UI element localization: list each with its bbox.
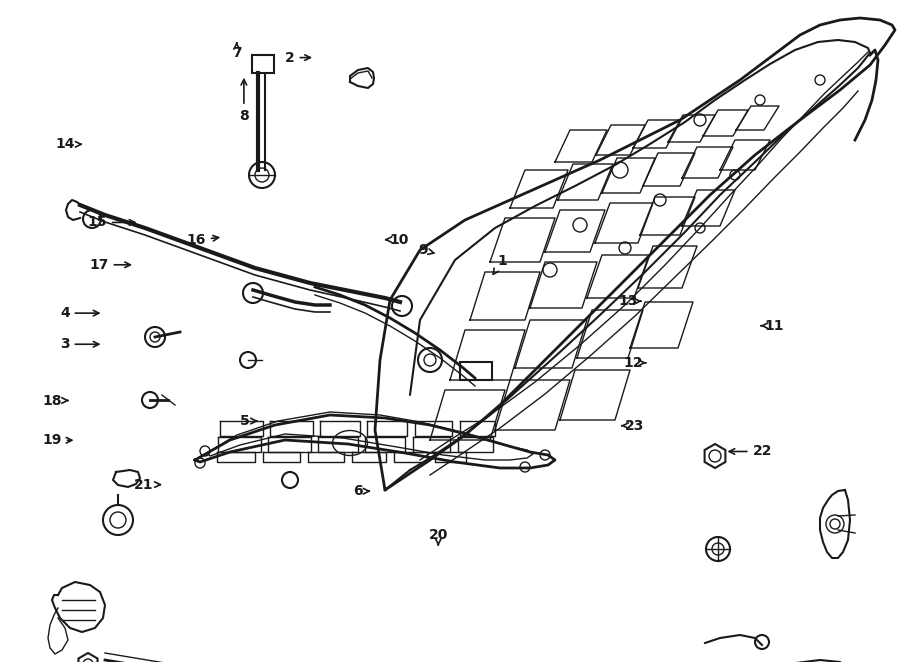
Text: 4: 4 [60, 306, 99, 320]
Text: 6: 6 [354, 484, 369, 498]
Text: 3: 3 [60, 337, 99, 352]
Text: 5: 5 [240, 414, 256, 428]
Text: 16: 16 [186, 233, 219, 248]
Text: 14: 14 [55, 137, 81, 152]
Bar [252, 55, 274, 73]
Text: 1: 1 [493, 254, 507, 274]
Text: 22: 22 [729, 444, 772, 459]
Text: 12: 12 [623, 355, 645, 370]
Text: 9: 9 [418, 243, 434, 258]
Text: 19: 19 [42, 433, 72, 448]
Text: 8: 8 [239, 79, 248, 123]
Text: 23: 23 [622, 418, 644, 433]
Text: 18: 18 [42, 393, 68, 408]
Text: 21: 21 [134, 477, 160, 492]
Text: 2: 2 [285, 50, 310, 65]
Text: 15: 15 [87, 215, 135, 230]
Text: 7: 7 [232, 43, 241, 60]
Text: 17: 17 [89, 258, 130, 272]
Text: 10: 10 [386, 232, 409, 247]
Text: 11: 11 [761, 318, 784, 333]
Text: 20: 20 [428, 528, 448, 545]
Text: 13: 13 [618, 294, 641, 308]
Bar [460, 362, 492, 380]
